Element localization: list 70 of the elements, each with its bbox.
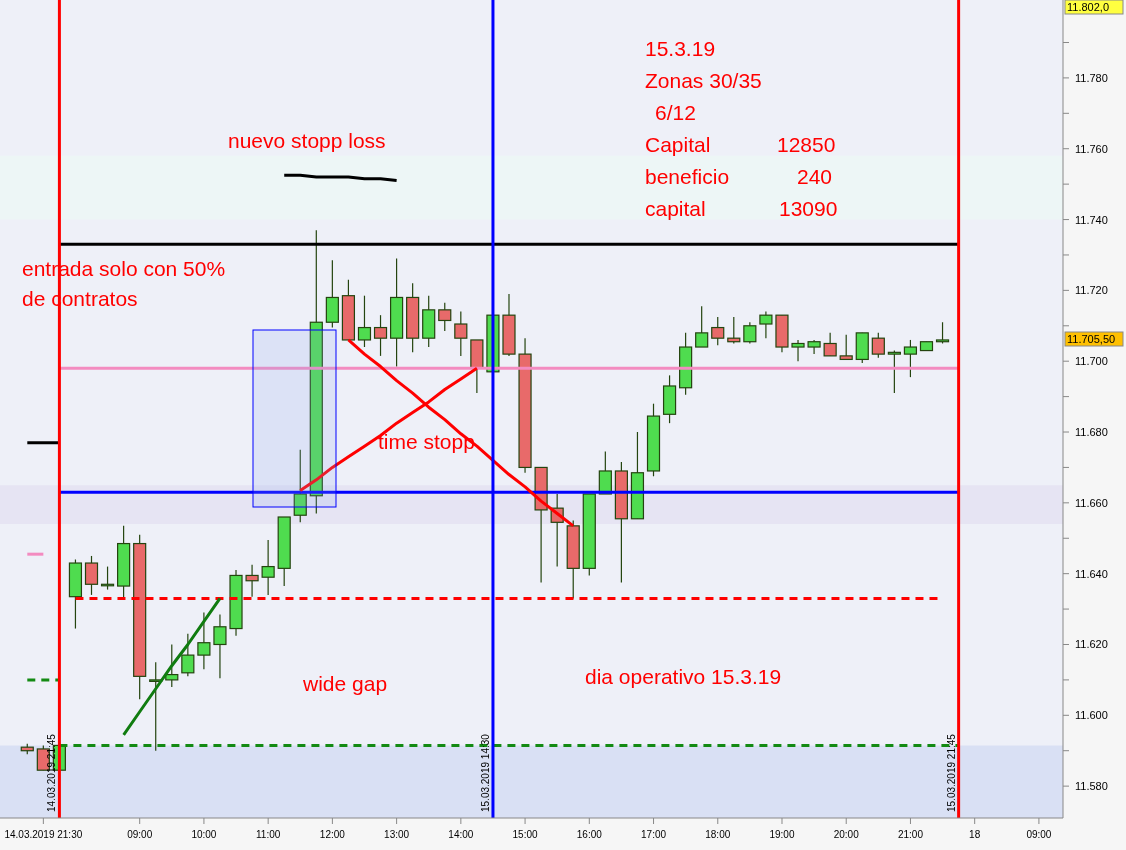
- annotation: 240: [797, 164, 833, 188]
- annotation: 12850: [777, 132, 836, 156]
- candlestick: [293, 449, 307, 523]
- candlestick: [823, 332, 837, 357]
- candlestick: [887, 349, 901, 394]
- annotation: beneficio: [645, 164, 730, 188]
- candlestick: [149, 661, 163, 752]
- candlestick: [791, 339, 805, 362]
- y-tick-label: 11.620: [1075, 638, 1108, 651]
- x-tick-label: 14:00: [448, 829, 474, 840]
- annotation: 15.03.2019 21:45: [945, 733, 957, 812]
- annotation: Zonas 30/35: [645, 68, 762, 92]
- candlestick: [454, 311, 468, 357]
- y-tick-label: 11.700: [1075, 355, 1108, 368]
- x-tick-label: 19:00: [769, 829, 795, 840]
- x-tick-label: 16:00: [576, 829, 603, 840]
- candlestick: [261, 539, 275, 596]
- candlestick: [438, 302, 452, 332]
- y-tick-label: 11.720: [1075, 284, 1108, 297]
- candlestick: [197, 612, 211, 670]
- candlestick: [839, 334, 853, 361]
- annotation: 14.03.2019 21:45: [46, 733, 58, 812]
- annotation: capital: [645, 196, 706, 220]
- x-tick-label: 17:00: [641, 829, 667, 840]
- annotation: 15.3.19: [645, 36, 716, 60]
- candlestick: [695, 305, 709, 348]
- y-tick-label: 11.780: [1075, 71, 1108, 84]
- candlestick: [903, 339, 918, 378]
- x-tick-label: 14.03.2019 21:30: [4, 829, 83, 840]
- x-tick-label: 09:00: [127, 829, 153, 840]
- annotation: wide gap: [302, 671, 388, 695]
- y-tick-label: 11.740: [1075, 213, 1108, 226]
- candlestick: [213, 613, 227, 679]
- x-tick-label: 11:00: [256, 829, 281, 840]
- y-tick-label: 11.640: [1075, 567, 1108, 580]
- y-tick-label: 11.680: [1075, 426, 1108, 439]
- text: 11.705,50: [1067, 333, 1116, 345]
- x-tick-label: 18: [969, 829, 981, 840]
- line-series: [122, 596, 222, 737]
- text: 11.802,0: [1067, 1, 1110, 13]
- candlestick: [759, 311, 773, 339]
- x-tick-label: 13:00: [384, 829, 410, 840]
- annotation: 13090: [779, 196, 838, 220]
- candlestick: [165, 643, 179, 688]
- x-tick-label: 21:00: [897, 829, 924, 840]
- candlestick: [181, 633, 195, 677]
- y-tick-label: 11.600: [1075, 709, 1108, 722]
- annotation: nuevo stopp loss: [228, 128, 386, 152]
- y-tick-label: 11.580: [1075, 780, 1108, 793]
- candlestick: [711, 316, 725, 346]
- candlestick: [84, 555, 99, 596]
- x-tick-label: 20:00: [833, 829, 860, 840]
- y-tick-label: 11.760: [1075, 142, 1108, 155]
- candlestick: [743, 321, 757, 345]
- x-tick-label: 09:00: [1026, 829, 1052, 840]
- x-tick-label: 10:00: [191, 829, 217, 840]
- annotation: dia operativo 15.3.19: [585, 664, 782, 688]
- candlestick: [373, 314, 388, 357]
- annotation: 6/12: [655, 100, 696, 124]
- x-tick-label: 12:00: [319, 829, 346, 840]
- candlestick: [357, 295, 372, 348]
- y-tick-label: 11.660: [1075, 496, 1108, 509]
- candlestick: [245, 564, 259, 598]
- candlestick: [935, 321, 950, 345]
- annotation: time stopp: [378, 429, 475, 453]
- x-tick-label: 18:00: [705, 829, 731, 840]
- annotation: Capital: [645, 132, 711, 156]
- x-tick-label: 15:00: [512, 829, 539, 840]
- candlestick: [871, 332, 885, 359]
- annotation: 15.03.2019 14:30: [479, 733, 491, 812]
